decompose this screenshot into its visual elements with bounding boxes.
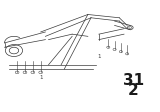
Text: 31: 31	[123, 73, 144, 88]
Text: 1: 1	[97, 54, 101, 58]
Text: 1: 1	[39, 75, 42, 80]
Text: 2: 2	[128, 83, 139, 98]
